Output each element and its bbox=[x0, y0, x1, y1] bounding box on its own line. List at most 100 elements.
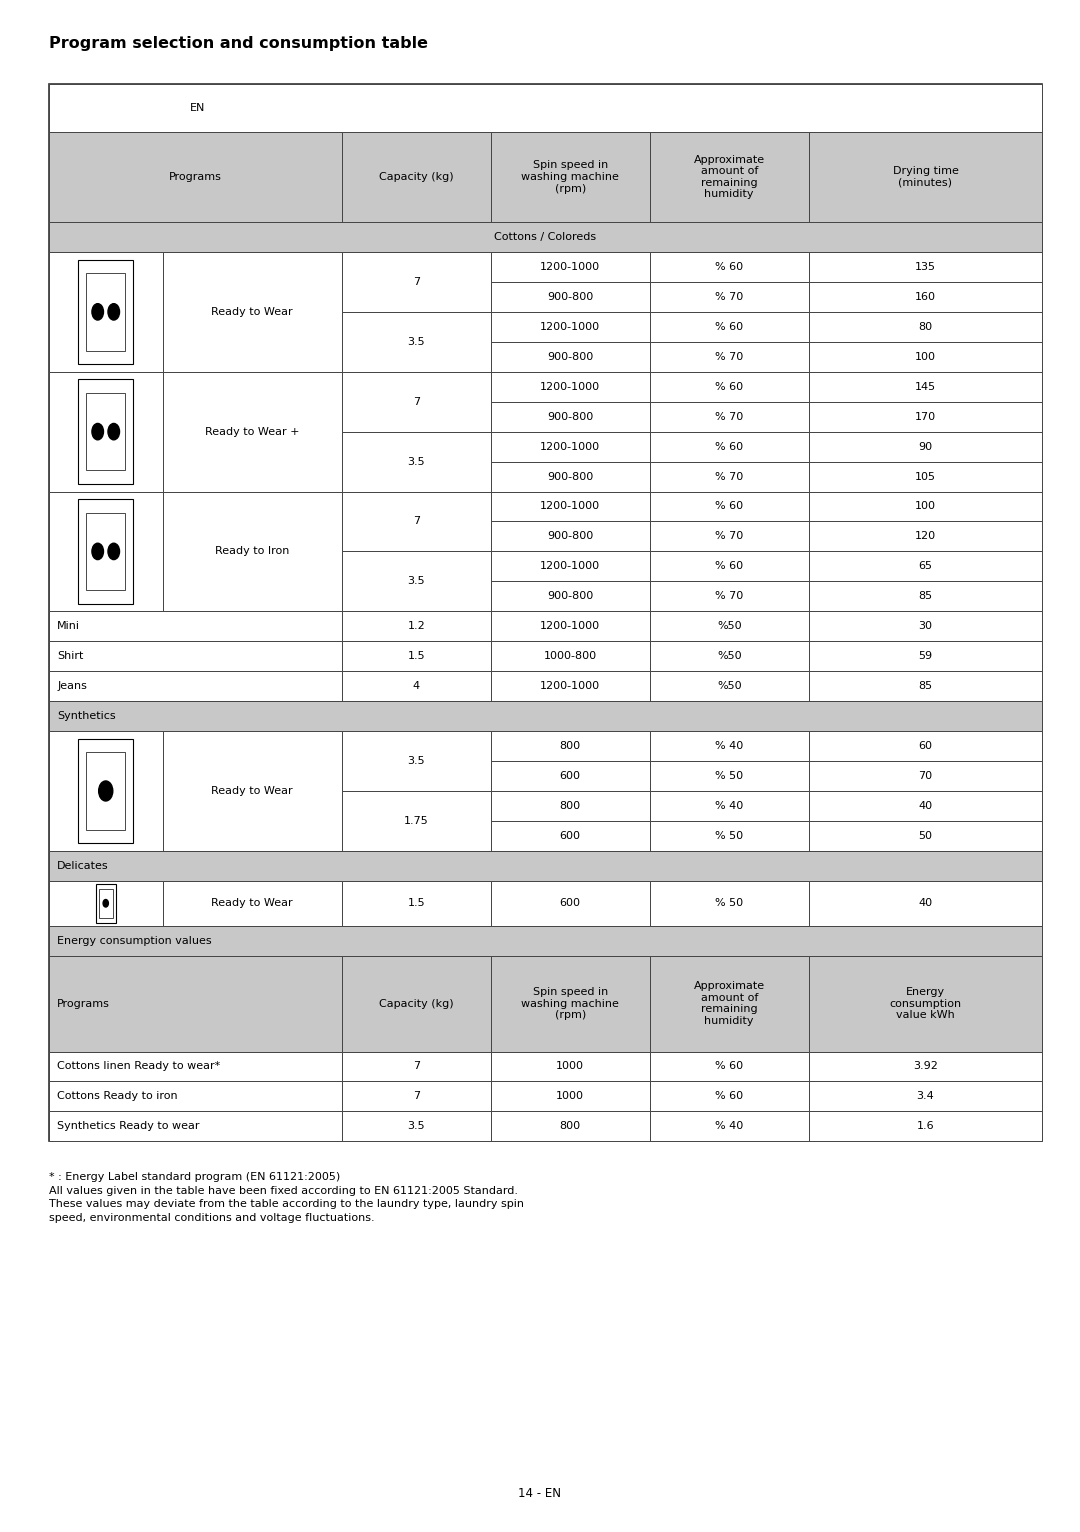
Text: 1.2: 1.2 bbox=[407, 622, 426, 631]
Text: 135: 135 bbox=[915, 262, 936, 271]
Bar bbox=[809, 731, 1042, 761]
Bar bbox=[650, 611, 809, 642]
Bar bbox=[490, 251, 650, 282]
Bar bbox=[163, 881, 341, 925]
Bar bbox=[163, 372, 341, 492]
Bar bbox=[490, 671, 650, 702]
Bar bbox=[650, 671, 809, 702]
Bar bbox=[650, 642, 809, 671]
Text: 7: 7 bbox=[413, 1062, 420, 1071]
Text: % 70: % 70 bbox=[715, 591, 743, 602]
Text: 1.6: 1.6 bbox=[917, 1121, 934, 1131]
Bar bbox=[809, 282, 1042, 313]
Text: % 70: % 70 bbox=[715, 412, 743, 421]
Circle shape bbox=[108, 423, 120, 440]
Text: 900-800: 900-800 bbox=[548, 532, 593, 541]
Text: 1200-1000: 1200-1000 bbox=[540, 622, 600, 631]
Bar bbox=[79, 380, 133, 484]
Bar bbox=[49, 642, 341, 671]
Bar bbox=[650, 956, 809, 1051]
Text: 7: 7 bbox=[413, 277, 420, 286]
Text: Approximate
amount of
remaining
humidity: Approximate amount of remaining humidity bbox=[693, 155, 765, 199]
Bar bbox=[49, 881, 163, 925]
Bar bbox=[49, 84, 1042, 1141]
Bar bbox=[490, 552, 650, 581]
Bar bbox=[490, 132, 650, 222]
Circle shape bbox=[92, 303, 104, 320]
Text: 170: 170 bbox=[915, 412, 936, 421]
Text: Programs: Programs bbox=[57, 999, 110, 1008]
Text: Cottons / Coloreds: Cottons / Coloreds bbox=[495, 231, 596, 242]
Text: 600: 600 bbox=[559, 898, 581, 908]
Bar bbox=[650, 791, 809, 821]
Bar bbox=[809, 1051, 1042, 1082]
Text: 600: 600 bbox=[559, 771, 581, 781]
Bar bbox=[650, 881, 809, 925]
Bar bbox=[490, 1111, 650, 1141]
Text: Programs: Programs bbox=[168, 172, 221, 182]
Text: 40: 40 bbox=[918, 801, 932, 810]
Text: 800: 800 bbox=[559, 1121, 581, 1131]
Text: 65: 65 bbox=[918, 561, 932, 571]
Bar bbox=[95, 884, 116, 922]
Text: 1000-800: 1000-800 bbox=[543, 651, 597, 662]
Text: Spin speed in
washing machine
(rpm): Spin speed in washing machine (rpm) bbox=[522, 161, 619, 193]
Bar bbox=[490, 821, 650, 850]
Bar bbox=[490, 1051, 650, 1082]
Bar bbox=[341, 492, 490, 552]
Text: 1.75: 1.75 bbox=[404, 817, 429, 826]
Text: 1200-1000: 1200-1000 bbox=[540, 561, 600, 571]
Bar bbox=[809, 461, 1042, 492]
Text: Delicates: Delicates bbox=[57, 861, 109, 870]
Bar bbox=[341, 956, 490, 1051]
Bar bbox=[809, 671, 1042, 702]
Bar bbox=[650, 282, 809, 313]
Text: 1200-1000: 1200-1000 bbox=[540, 682, 600, 691]
Bar bbox=[809, 956, 1042, 1051]
Text: 800: 800 bbox=[559, 801, 581, 810]
Text: 14 - EN: 14 - EN bbox=[518, 1488, 562, 1500]
Bar bbox=[341, 791, 490, 850]
Text: %50: %50 bbox=[717, 682, 742, 691]
Bar bbox=[79, 499, 133, 604]
Text: 800: 800 bbox=[559, 741, 581, 751]
Text: Ready to Wear: Ready to Wear bbox=[212, 306, 293, 317]
Bar bbox=[490, 761, 650, 791]
Bar bbox=[809, 313, 1042, 342]
Bar bbox=[341, 432, 490, 492]
Bar bbox=[490, 956, 650, 1051]
Text: 160: 160 bbox=[915, 293, 936, 302]
Bar bbox=[809, 251, 1042, 282]
Bar bbox=[49, 925, 1042, 956]
Text: %50: %50 bbox=[717, 651, 742, 662]
Text: Capacity (kg): Capacity (kg) bbox=[379, 172, 454, 182]
Text: Shirt: Shirt bbox=[57, 651, 83, 662]
Text: Spin speed in
washing machine
(rpm): Spin speed in washing machine (rpm) bbox=[522, 987, 619, 1020]
Bar bbox=[49, 1051, 341, 1082]
Text: Cottons linen Ready to wear*: Cottons linen Ready to wear* bbox=[57, 1062, 220, 1071]
Text: % 60: % 60 bbox=[715, 1091, 743, 1102]
Text: % 60: % 60 bbox=[715, 381, 743, 392]
Text: Energy consumption values: Energy consumption values bbox=[57, 936, 212, 945]
Bar bbox=[49, 1111, 341, 1141]
Bar bbox=[650, 552, 809, 581]
Bar bbox=[490, 881, 650, 925]
Text: 105: 105 bbox=[915, 472, 936, 481]
Text: 900-800: 900-800 bbox=[548, 591, 593, 602]
Text: 900-800: 900-800 bbox=[548, 472, 593, 481]
Bar bbox=[490, 432, 650, 461]
Text: % 50: % 50 bbox=[715, 898, 743, 908]
Text: 60: 60 bbox=[918, 741, 932, 751]
Bar bbox=[490, 791, 650, 821]
Bar bbox=[86, 752, 125, 830]
Bar bbox=[49, 956, 341, 1051]
Text: % 70: % 70 bbox=[715, 352, 743, 362]
Text: Capacity (kg): Capacity (kg) bbox=[379, 999, 454, 1008]
Bar bbox=[163, 492, 341, 611]
Text: % 60: % 60 bbox=[715, 262, 743, 271]
Text: 3.5: 3.5 bbox=[407, 755, 426, 766]
Bar bbox=[341, 372, 490, 432]
Bar bbox=[809, 1111, 1042, 1141]
Text: 1.5: 1.5 bbox=[407, 651, 426, 662]
Text: % 40: % 40 bbox=[715, 1121, 743, 1131]
